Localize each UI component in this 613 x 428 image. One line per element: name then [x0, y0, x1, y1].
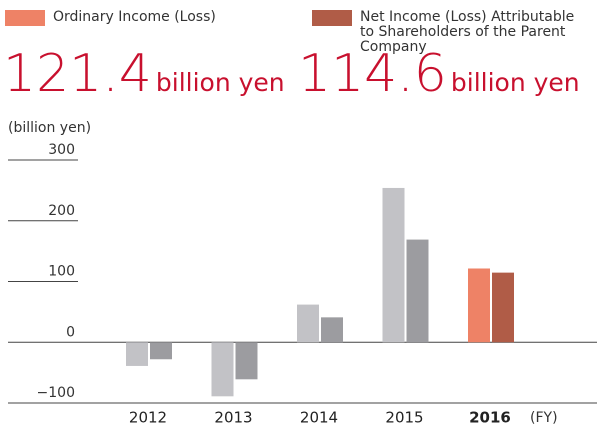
x-tick-label: 2013 — [214, 409, 252, 427]
headline-value: 121.4 — [3, 44, 152, 104]
x-tick-label: 2016 — [469, 409, 511, 427]
legend-swatch — [312, 10, 352, 26]
bar — [468, 268, 490, 343]
bar — [150, 342, 172, 360]
legend-swatch — [5, 10, 45, 26]
legend-item: Net Income (Loss) Attributable to Shareh… — [312, 10, 582, 55]
y-tick-label: −100 — [37, 385, 75, 401]
bar — [126, 342, 148, 366]
y-tick-label: 100 — [48, 264, 75, 280]
y-tick-label: 0 — [66, 324, 75, 340]
bar — [492, 272, 514, 343]
headline-value: 114.6 — [298, 44, 447, 104]
bar — [382, 187, 405, 343]
y-tick-label: 300 — [48, 142, 75, 158]
bar — [321, 317, 343, 343]
bar — [297, 304, 319, 343]
headline-unit: billion yen — [155, 68, 285, 97]
bar — [211, 342, 234, 397]
bar — [406, 239, 429, 343]
legend-label: Net Income (Loss) Attributable to Shareh… — [360, 9, 575, 55]
x-tick-label: 2015 — [385, 409, 423, 427]
headline-unit: billion yen — [450, 68, 580, 97]
headline: 114.6 billion yen — [298, 46, 580, 102]
x-tick-label: 2014 — [300, 409, 338, 427]
x-tick-label: 2012 — [129, 409, 167, 427]
y-axis-label: (billion yen) — [8, 120, 91, 136]
legend-item: Ordinary Income (Loss) — [5, 10, 216, 26]
y-tick-label: 200 — [48, 203, 75, 219]
x-axis-label: (FY) — [530, 410, 558, 426]
legend-label: Ordinary Income (Loss) — [53, 9, 216, 25]
bar — [235, 342, 258, 380]
headline: 121.4 billion yen — [3, 46, 285, 102]
